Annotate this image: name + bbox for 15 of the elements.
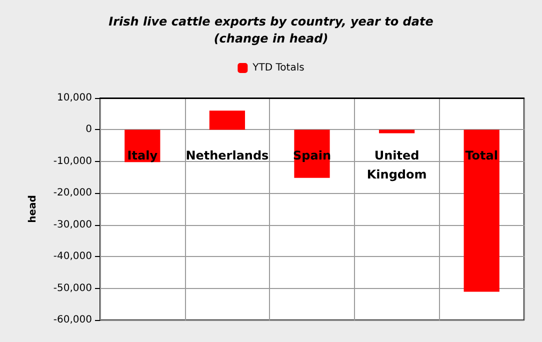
y-tick-label: 10,000: [57, 92, 92, 104]
x-tick-label: Italy: [127, 148, 158, 162]
y-tick-label: -40,000: [53, 251, 92, 262]
x-tick-label: Total: [465, 148, 498, 162]
x-tick-label: Netherlands: [186, 148, 269, 162]
y-tick-label: -30,000: [53, 219, 92, 230]
y-tick-label: -10,000: [53, 156, 92, 167]
y-axis-title: head: [28, 195, 38, 223]
y-tick-label: -60,000: [53, 314, 92, 326]
y-tick-label: 0: [86, 124, 92, 136]
x-tick-label: United Kingdom: [366, 148, 427, 182]
legend-label: YTD Totals: [252, 62, 304, 74]
chart-title: Irish live cattle exports by country, year to date (change in head): [108, 14, 434, 46]
y-tick-label: -50,000: [53, 282, 92, 294]
y-tick-label: -20,000: [53, 188, 92, 199]
